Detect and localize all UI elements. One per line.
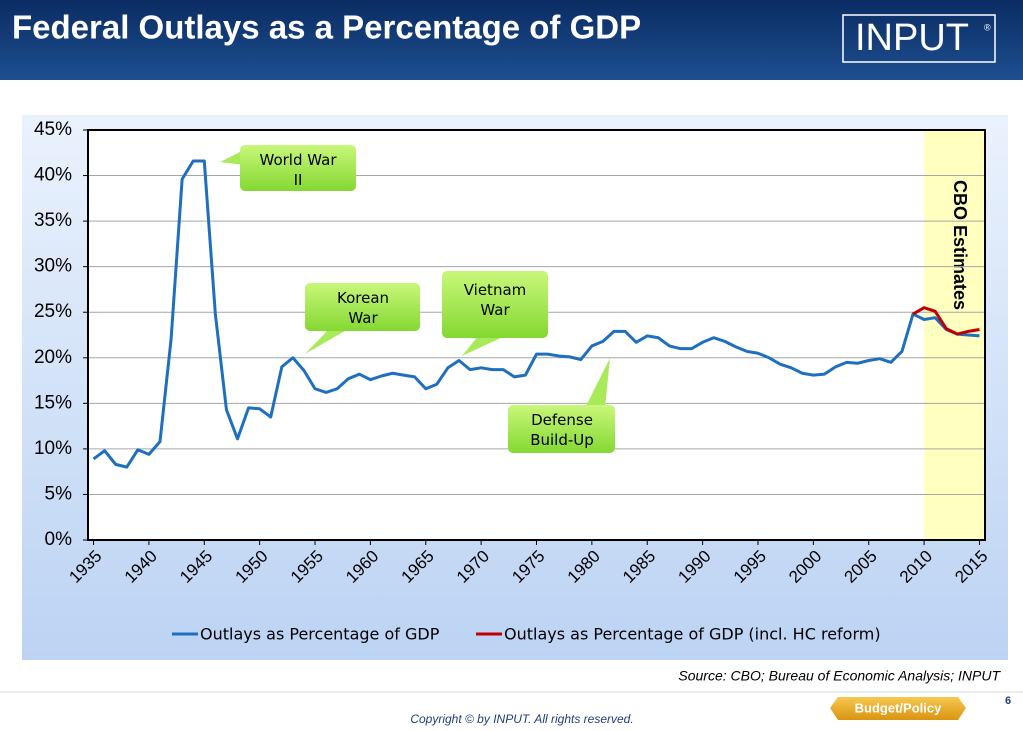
callout-box: [442, 271, 548, 338]
annotation: Vietnam War: [463, 281, 527, 319]
y-tick-label: 30%: [34, 256, 72, 277]
legend-label: Outlays as Percentage of GDP: [200, 625, 440, 644]
callout-pointer: [305, 328, 350, 354]
page-number: 6: [1005, 695, 1011, 707]
data-line: [912, 306, 980, 336]
y-tick-label: 20%: [34, 347, 72, 368]
y-tick-label: 15%: [34, 392, 72, 413]
callout-box: [305, 283, 420, 331]
callout-pointer: [462, 336, 505, 356]
callout-pointer: [220, 150, 244, 165]
copyright: Copyright © by INPUT. All rights reserve…: [410, 712, 633, 726]
annotation: Defense Build-Up: [530, 411, 594, 449]
callout-box: [508, 405, 615, 453]
y-tick-label: 25%: [34, 301, 72, 322]
y-tick-label: 40%: [34, 165, 72, 186]
callout-box: [240, 145, 356, 191]
section-button[interactable]: [830, 697, 966, 720]
section-button-label[interactable]: Budget/Policy: [855, 700, 942, 715]
plot-frame: [87, 129, 986, 541]
data-line: [92, 159, 980, 469]
y-tick-label: 35%: [34, 210, 72, 231]
annotation: Korean War: [336, 289, 390, 327]
y-tick-label: 5%: [45, 483, 73, 504]
region-label: CBO Estimates: [950, 180, 970, 310]
legend-label: Outlays as Percentage of GDP (incl. HC r…: [504, 625, 881, 644]
header-band: [0, 0, 1023, 80]
logo: INPUT: [855, 17, 969, 59]
source: Source: CBO; Bureau of Economic Analysis…: [678, 668, 1001, 684]
y-tick-label: 10%: [34, 438, 72, 459]
y-tick-label: 0%: [45, 529, 73, 550]
callout-pointer: [585, 358, 610, 408]
y-tick-label: 45%: [34, 119, 72, 140]
logo-mark: ®: [984, 22, 991, 32]
slide-title: Federal Outlays as a Percentage of GDP: [12, 9, 641, 46]
annotation: World War II: [259, 151, 337, 189]
logo-box: [842, 14, 996, 63]
